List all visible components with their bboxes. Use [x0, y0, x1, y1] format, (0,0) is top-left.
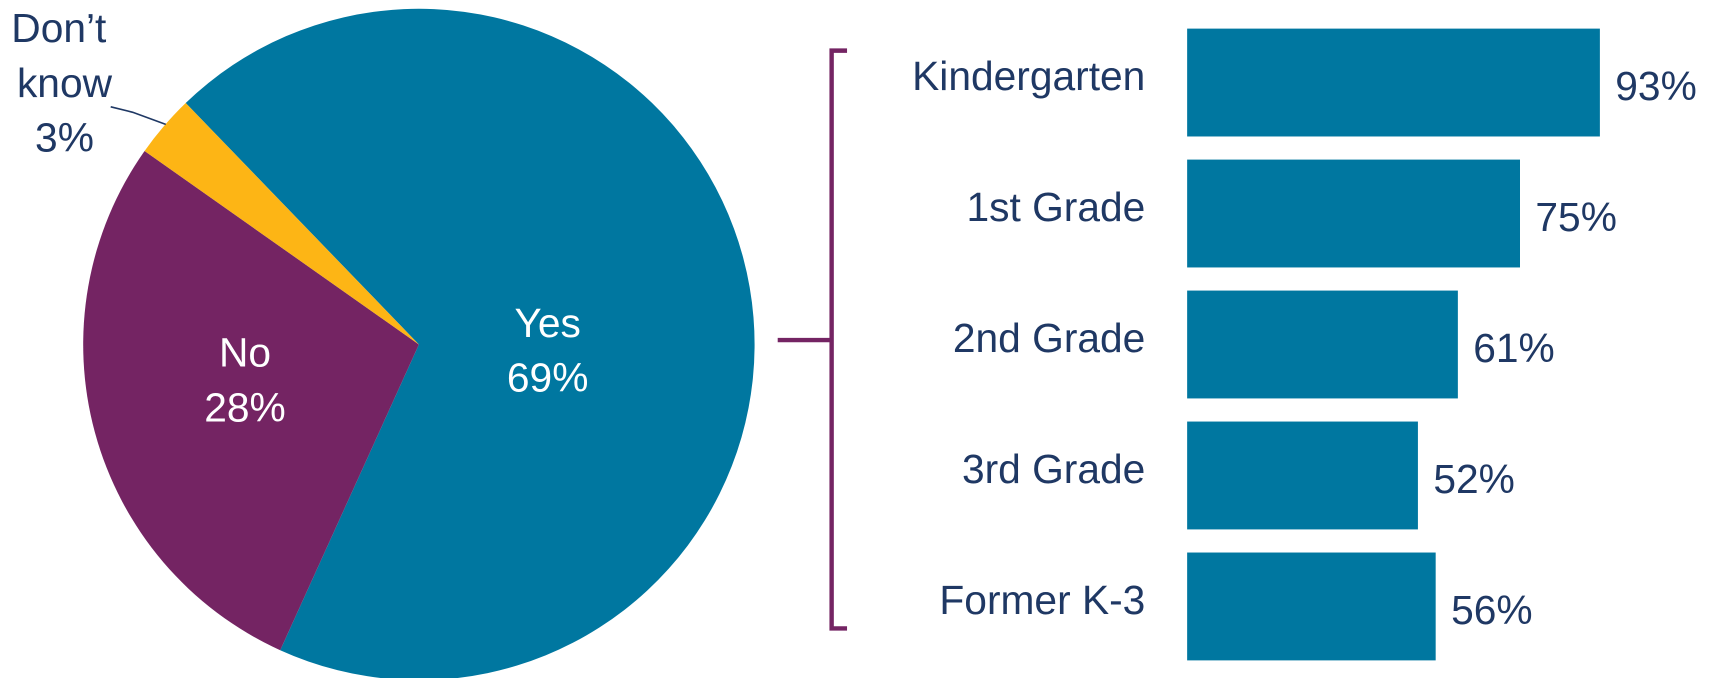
bar: [1187, 290, 1458, 399]
category-label: 3rd Grade: [962, 446, 1145, 492]
category-label: Former K-3: [939, 577, 1145, 623]
slice-value-label: 69%: [507, 355, 589, 401]
category-label: Kindergarten: [912, 53, 1145, 99]
value-label: 75%: [1535, 194, 1617, 240]
bar: [1187, 159, 1520, 268]
value-label: 52%: [1433, 456, 1515, 502]
bar: [1187, 28, 1600, 137]
bar: [1187, 421, 1418, 530]
category-label: 2nd Grade: [953, 315, 1145, 361]
bar: [1187, 552, 1436, 661]
slice-label: Yes: [514, 300, 580, 346]
leader-line: [110, 105, 167, 126]
value-label: 93%: [1615, 63, 1697, 109]
category-label: 1st Grade: [967, 184, 1146, 230]
slice-label: No: [219, 329, 271, 375]
pie-slice: [83, 150, 419, 651]
slice-label: Don’t know: [11, 5, 117, 106]
bracket: [777, 48, 848, 631]
slice-value-label: 28%: [204, 384, 286, 430]
pie-slice: [185, 8, 755, 678]
value-label: 61%: [1473, 325, 1555, 371]
slice-value-label: 3%: [35, 115, 94, 161]
value-label: 56%: [1451, 587, 1533, 633]
pie-slice: [144, 103, 419, 345]
bracket-line: [829, 48, 848, 631]
